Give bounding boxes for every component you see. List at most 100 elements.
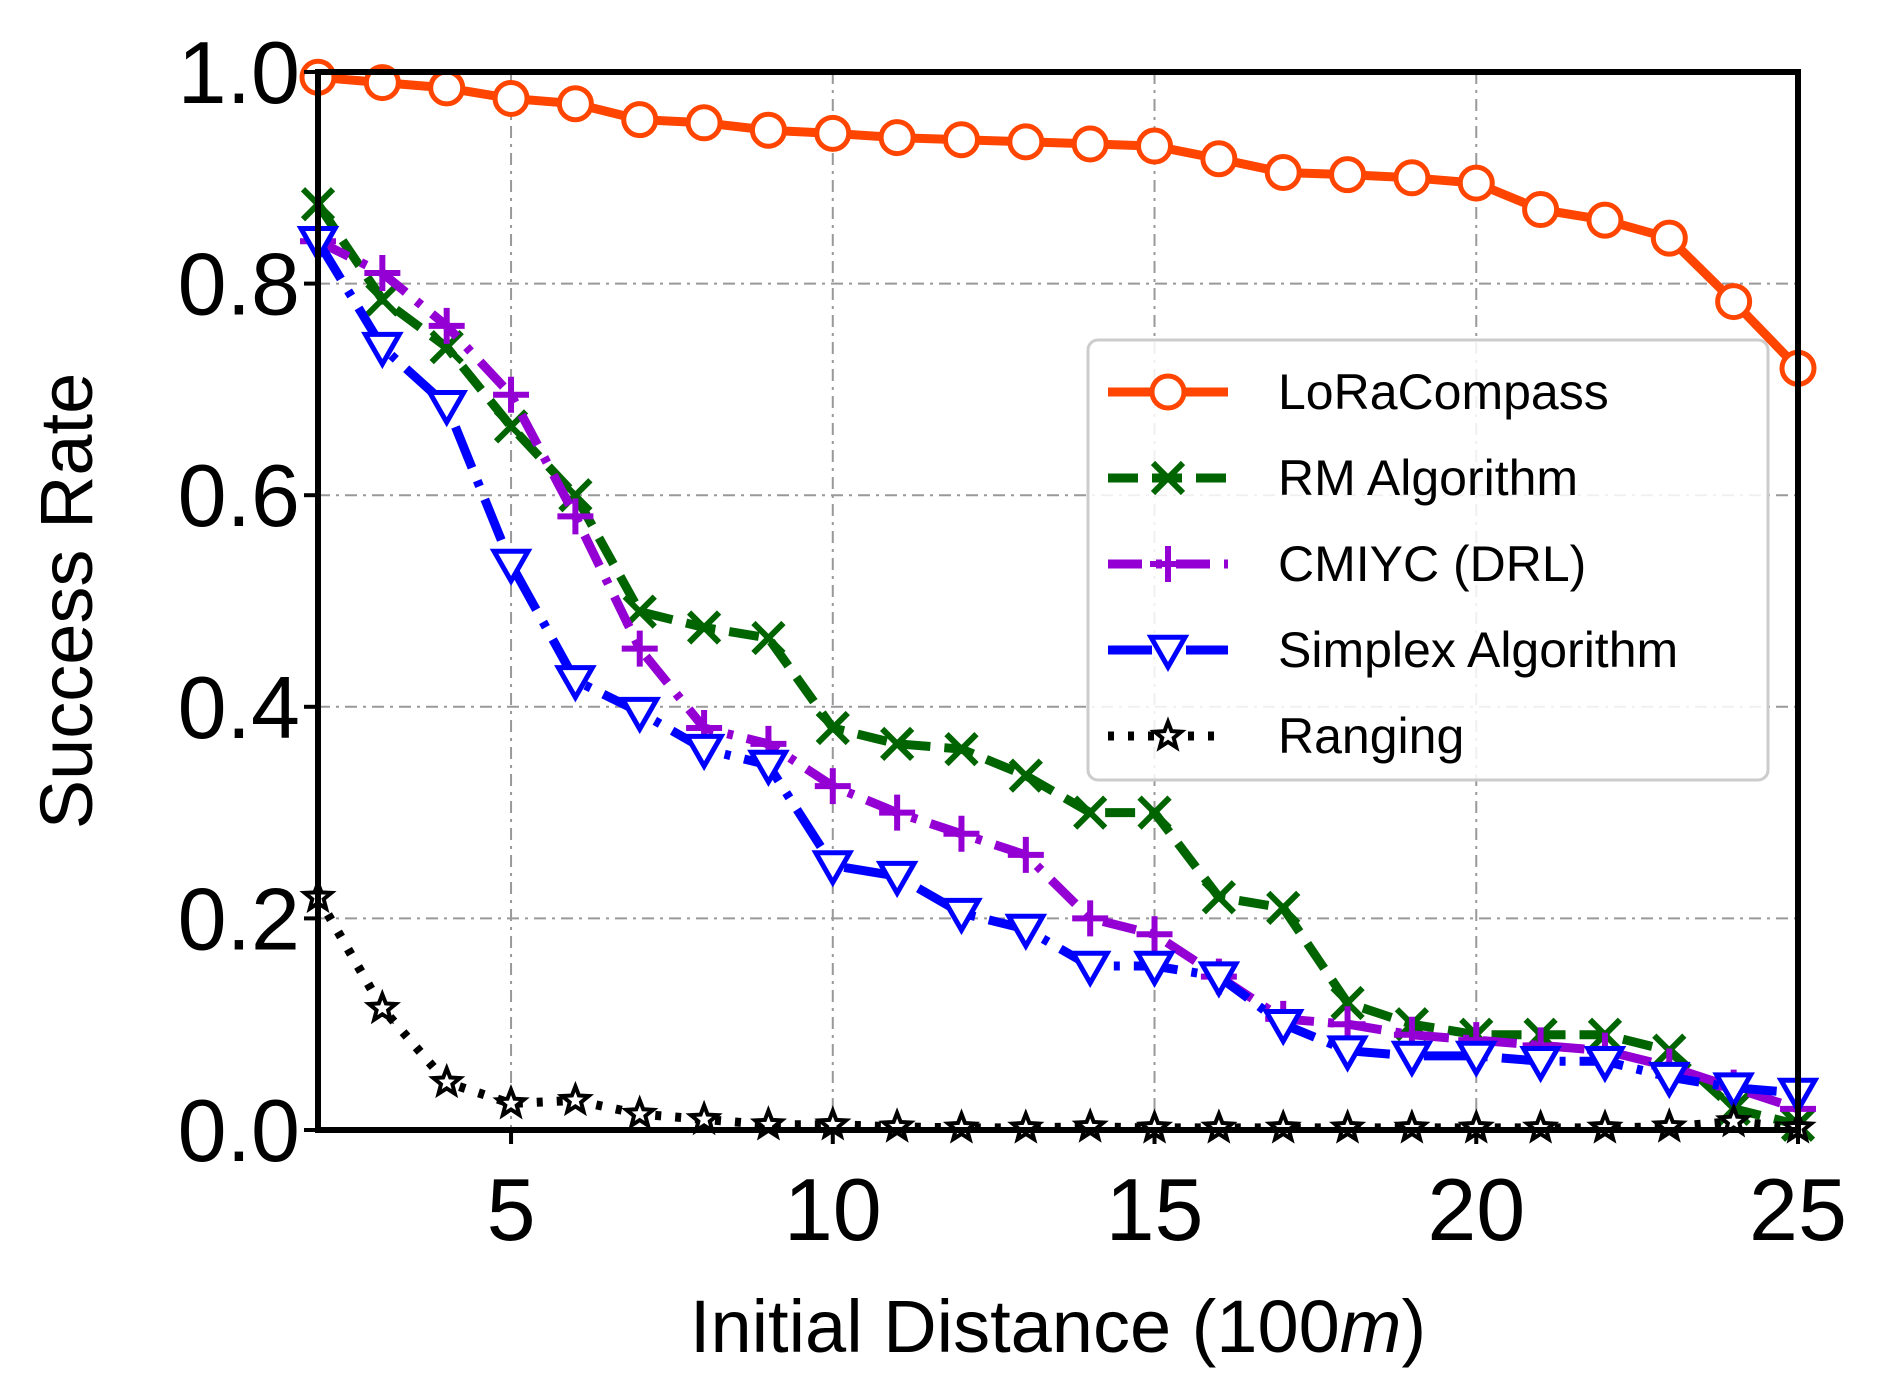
series-simplex-algorithm: [296, 226, 1820, 1116]
data-point-simplex-algorithm: [1647, 1061, 1691, 1100]
data-point-simplex-algorithm: [1197, 961, 1241, 999]
data-point-simplex-algorithm: [1133, 950, 1176, 989]
plot-frame: [315, 69, 1801, 1133]
y-tick-label: 0.6: [178, 446, 300, 545]
series-line-simplex-algorithm: [314, 238, 1799, 1098]
data-point-simplex-algorithm: [1712, 1072, 1755, 1110]
data-point-rm-algorithm: [1073, 795, 1108, 830]
data-point-rm-algorithm: [686, 610, 722, 645]
y-axis-title: Success Rate: [25, 373, 108, 830]
data-point-simplex-algorithm: [1454, 1040, 1498, 1078]
data-point-simplex-algorithm: [811, 850, 855, 888]
data-point-rm-algorithm: [1330, 985, 1365, 1021]
data-point-cmiyc-drl: [814, 768, 851, 805]
legend-marker-rm-algorithm: [1150, 460, 1186, 496]
data-point-simplex-algorithm: [747, 749, 790, 788]
x-axis-title: Initial Distance (100m): [690, 1285, 1426, 1368]
data-point-cmiyc-drl: [943, 815, 980, 852]
x-tick-label: 25: [1749, 1160, 1847, 1259]
data-point-simplex-algorithm: [425, 390, 469, 428]
data-point-loracompass: [1393, 159, 1431, 197]
data-point-loracompass: [942, 121, 980, 159]
data-point-ranging: [1007, 1108, 1045, 1144]
data-point-ranging: [621, 1094, 659, 1131]
data-point-loracompass: [1715, 283, 1753, 321]
legend-entry-loracompass: LoRaCompass: [1108, 364, 1609, 420]
data-point-rm-algorithm: [1008, 758, 1043, 793]
data-point-loracompass: [1457, 164, 1495, 202]
data-point-ranging: [428, 1062, 466, 1099]
data-point-loracompass: [685, 104, 723, 142]
data-point-loracompass: [1264, 154, 1302, 192]
data-point-simplex-algorithm: [875, 860, 919, 899]
data-point-rm-algorithm: [944, 731, 979, 767]
legend-marker-cmiyc-drl: [1150, 546, 1186, 582]
data-point-loracompass: [814, 114, 852, 152]
data-point-loracompass: [749, 111, 787, 149]
data-point-simplex-algorithm: [554, 665, 597, 703]
data-point-rm-algorithm: [429, 329, 464, 365]
data-point-cmiyc-drl: [493, 376, 530, 413]
data-point-simplex-algorithm: [1326, 1035, 1369, 1073]
data-point-simplex-algorithm: [1390, 1040, 1434, 1078]
legend-label-loracompass: LoRaCompass: [1278, 364, 1609, 420]
series-layer: [296, 58, 1820, 1144]
data-point-cmiyc-drl: [1072, 900, 1109, 937]
legend-label-ranging: Ranging: [1278, 708, 1464, 764]
data-point-loracompass: [1007, 123, 1045, 161]
data-point-rm-algorithm: [365, 282, 400, 317]
x-tick-label: 10: [784, 1160, 882, 1259]
data-point-ranging: [363, 988, 401, 1025]
data-point-loracompass: [492, 79, 530, 117]
x-tick-label: 15: [1106, 1160, 1204, 1259]
data-point-simplex-algorithm: [940, 897, 983, 936]
data-point-ranging: [685, 1099, 723, 1136]
data-point-simplex-algorithm: [1261, 1008, 1305, 1047]
legend-entry-simplex-algorithm: Simplex Algorithm: [1108, 622, 1678, 678]
data-point-rm-algorithm: [751, 620, 786, 656]
data-point-loracompass: [1071, 125, 1109, 163]
series-loracompass: [299, 58, 1817, 387]
data-point-simplex-algorithm: [1068, 950, 1112, 989]
legend-label-simplex-algorithm: Simplex Algorithm: [1278, 622, 1678, 678]
data-point-simplex-algorithm: [618, 696, 662, 735]
legend-label-cmiyc-drl: CMIYC (DRL): [1278, 536, 1586, 592]
data-point-ranging: [492, 1083, 530, 1120]
data-point-simplex-algorithm: [682, 733, 726, 772]
x-tick-label: 20: [1427, 1160, 1525, 1259]
data-point-loracompass: [1136, 127, 1174, 165]
legend-marker-loracompass: [1149, 373, 1187, 411]
data-point-ranging: [1393, 1108, 1431, 1144]
legend-box: [1086, 338, 1770, 782]
data-point-loracompass: [428, 69, 466, 107]
data-point-loracompass: [1586, 201, 1624, 239]
data-point-ranging: [1586, 1108, 1624, 1144]
data-point-simplex-algorithm: [361, 331, 404, 370]
data-point-loracompass: [621, 101, 659, 139]
legend-marker-ranging: [1149, 716, 1187, 752]
data-point-rm-algorithm: [1201, 880, 1236, 915]
data-point-cmiyc-drl: [1136, 916, 1173, 953]
x-tick-label: 5: [487, 1160, 536, 1259]
data-point-loracompass: [556, 85, 594, 123]
data-point-loracompass: [1200, 140, 1238, 178]
legend-entry-cmiyc-drl: CMIYC (DRL): [1108, 536, 1586, 592]
data-point-loracompass: [1522, 191, 1560, 229]
data-point-cmiyc-drl: [621, 630, 658, 667]
data-point-simplex-algorithm: [1583, 1045, 1627, 1084]
data-point-loracompass: [1650, 219, 1688, 257]
y-tick-label: 0.4: [178, 658, 300, 757]
data-point-ranging: [942, 1108, 981, 1144]
y-tick-label: 1.0: [178, 23, 300, 122]
data-point-cmiyc-drl: [428, 307, 465, 344]
y-tick-label: 0.2: [178, 869, 300, 968]
ticks: 5 10 15 20 25 0.0 0.2 0.4 0.6 0.8 1.0: [178, 23, 1847, 1259]
data-point-cmiyc-drl: [364, 255, 401, 292]
data-point-ranging: [1200, 1108, 1238, 1144]
data-point-rm-algorithm: [1266, 890, 1301, 925]
data-point-rm-algorithm: [880, 726, 915, 761]
data-point-ranging: [556, 1080, 594, 1117]
data-point-ranging: [1329, 1108, 1367, 1144]
data-point-ranging: [1522, 1108, 1560, 1144]
